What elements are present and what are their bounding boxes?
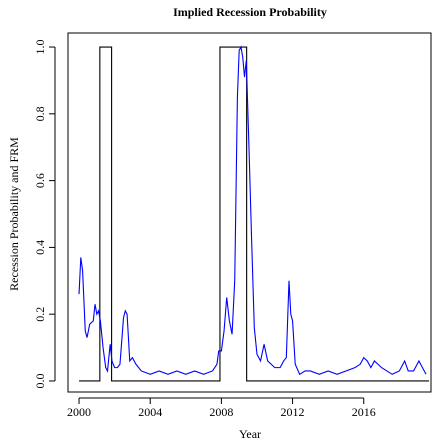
chart-title: Implied Recession Probability xyxy=(173,5,327,19)
x-axis-label: Year xyxy=(239,427,261,441)
plot-box xyxy=(67,32,432,393)
series-line xyxy=(79,46,430,382)
y-axis-label: Recession Probability and FRM xyxy=(7,137,21,291)
x-tick-label: 2000 xyxy=(67,405,91,419)
y-tick-label: 0.8 xyxy=(33,106,47,121)
x-tick-label: 2012 xyxy=(281,405,305,419)
y-tick-label: 0.4 xyxy=(33,240,47,255)
x-tick-label: 2004 xyxy=(138,405,162,419)
y-tick-label: 1.0 xyxy=(33,40,47,55)
series-line xyxy=(78,45,427,376)
y-tick-label: 0.6 xyxy=(33,173,47,188)
x-tick-label: 2008 xyxy=(209,405,233,419)
y-tick-label: 0.0 xyxy=(33,373,47,388)
y-tick-label: 0.2 xyxy=(33,307,47,322)
x-tick-label: 2016 xyxy=(352,405,376,419)
